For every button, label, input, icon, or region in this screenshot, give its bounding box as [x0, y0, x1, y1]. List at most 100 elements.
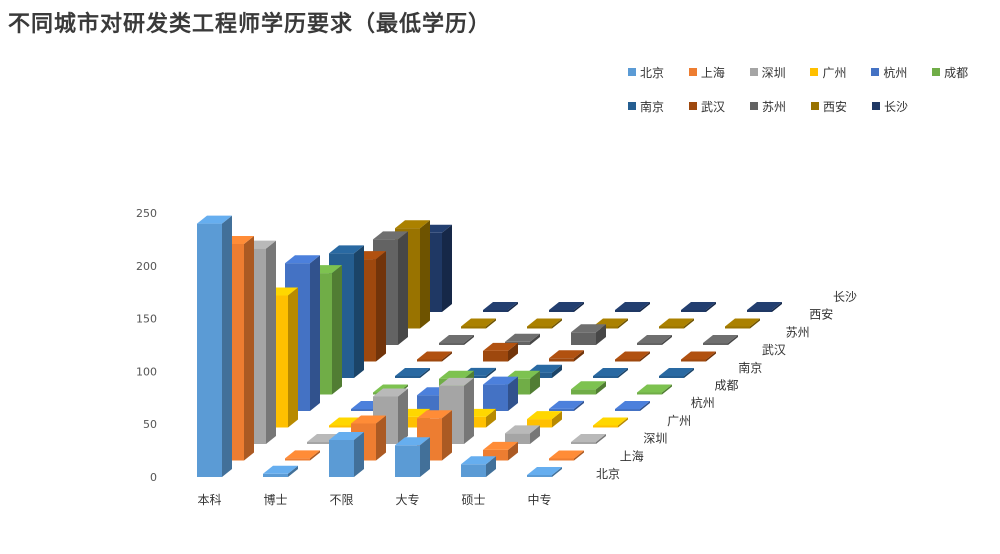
bar-top — [461, 318, 496, 327]
bar — [549, 302, 584, 312]
bar-side — [508, 342, 518, 362]
bar — [285, 450, 320, 461]
bar — [615, 401, 650, 411]
bar-top — [571, 434, 606, 442]
x-category-label: 大专 — [395, 492, 419, 507]
bar-top — [659, 318, 694, 327]
bar-side — [442, 224, 452, 312]
bar-top — [285, 255, 320, 264]
bar-side — [618, 368, 628, 378]
x-category-label: 中专 — [527, 492, 551, 507]
bar-front — [263, 473, 288, 477]
bar-side — [706, 351, 716, 362]
bar-side — [376, 251, 386, 362]
y-tick-label: 250 — [136, 207, 157, 220]
bar-front — [681, 310, 706, 312]
bar-top — [549, 400, 584, 409]
bar-side — [420, 368, 430, 378]
bar-front — [549, 458, 574, 461]
bar-top — [637, 335, 672, 343]
bar-side — [310, 255, 320, 411]
bar-side — [574, 400, 584, 411]
depth-series-label: 长沙 — [833, 290, 857, 304]
bar-front — [681, 359, 706, 362]
legend-item: 北京 — [628, 64, 689, 81]
bar — [549, 350, 584, 362]
bar — [197, 215, 232, 477]
legend-label: 北京 — [640, 65, 665, 80]
bar-side — [574, 450, 584, 461]
bar-side — [266, 240, 276, 444]
bar-top — [483, 302, 518, 310]
bar-front — [395, 376, 420, 378]
legend-row: 北京 上海 深圳 广州 杭州 成都 — [628, 55, 993, 89]
bar-front — [417, 395, 442, 411]
bar-side — [618, 318, 628, 329]
depth-series-label: 苏州 — [786, 325, 810, 339]
depth-series-label: 成都 — [715, 379, 739, 393]
legend-label: 西安 — [823, 99, 848, 114]
depth-series-label: 广州 — [667, 414, 691, 428]
x-category-label: 不限 — [329, 493, 353, 507]
bar-front — [703, 343, 728, 345]
bar-top — [395, 368, 430, 376]
bar — [505, 425, 540, 444]
x-category-label: 本科 — [197, 493, 221, 507]
bar-side — [288, 287, 298, 428]
bar-side — [706, 302, 716, 312]
bar-top — [373, 388, 408, 397]
bar — [263, 465, 298, 477]
legend-item: 西安 — [811, 98, 872, 115]
bar-front — [615, 310, 640, 312]
bar-side — [420, 437, 430, 477]
bar-side — [420, 220, 430, 329]
bar-front — [417, 359, 442, 362]
bar-side — [398, 388, 408, 444]
legend-label: 长沙 — [884, 99, 909, 114]
bar-top — [351, 415, 386, 424]
bar-side — [332, 265, 342, 395]
bar-side — [640, 351, 650, 362]
bar-side — [574, 302, 584, 312]
bar-front — [549, 358, 574, 362]
legend-label: 广州 — [822, 65, 847, 80]
bar-front — [637, 392, 662, 395]
bar-side — [750, 318, 760, 329]
depth-series-label: 杭州 — [691, 395, 715, 410]
bar-front — [461, 326, 486, 329]
bar-top — [681, 302, 716, 310]
bar-side — [376, 415, 386, 461]
bar-side — [640, 302, 650, 312]
bar-side — [530, 425, 540, 444]
legend-swatch — [872, 102, 880, 110]
bar-front — [505, 433, 530, 444]
legend-swatch — [811, 102, 819, 110]
legend-item: 上海 — [688, 64, 750, 81]
bar-top — [417, 410, 452, 419]
bar-top — [263, 465, 298, 474]
bar-front — [395, 445, 420, 477]
bar-top — [527, 467, 562, 475]
bar-front — [329, 425, 354, 428]
bar-side — [354, 432, 364, 477]
bar-top — [439, 377, 474, 386]
bar — [549, 450, 584, 461]
legend-label: 上海 — [700, 65, 725, 80]
legend-item: 深圳 — [749, 64, 811, 81]
y-tick-label: 150 — [136, 313, 157, 326]
legend-swatch — [749, 68, 758, 76]
bar-top — [747, 302, 782, 310]
bar-front — [549, 408, 574, 411]
bar-side — [442, 410, 452, 461]
bar-side — [486, 367, 496, 378]
bar-top — [329, 432, 364, 440]
bar-front — [439, 343, 464, 345]
bar — [681, 302, 716, 312]
bar-top — [505, 333, 540, 342]
bar-front — [659, 326, 684, 329]
bar-top — [285, 450, 320, 459]
bar-top — [703, 335, 738, 343]
bar — [527, 318, 562, 329]
bar-side — [244, 236, 254, 461]
